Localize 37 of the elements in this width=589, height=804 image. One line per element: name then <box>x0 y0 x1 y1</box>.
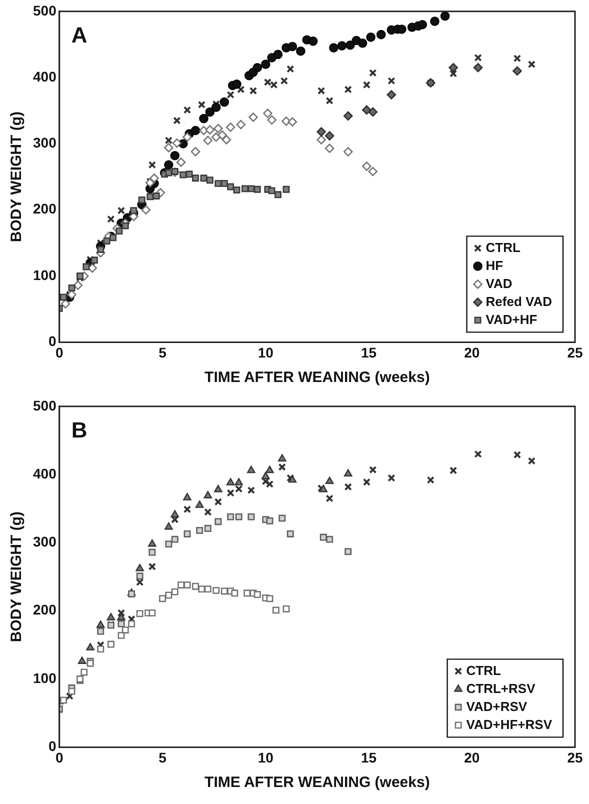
legend-label: CTRL <box>466 662 501 678</box>
y-tick-label: 300 <box>33 134 57 151</box>
x-tick-label: 25 <box>567 749 583 766</box>
y-tick-label: 500 <box>33 2 57 18</box>
legend-label: Refed VAD <box>486 294 552 309</box>
legend-label: VAD+HF <box>486 312 538 327</box>
y-tick-label: 400 <box>33 68 57 84</box>
legend-label: VAD+HF+RSV <box>466 716 552 732</box>
y-tick-label: 200 <box>33 200 57 217</box>
x-axis-title: TIME AFTER WEANING (weeks) <box>204 774 430 792</box>
y-tick-label: 400 <box>33 465 57 482</box>
text: B <box>71 417 88 442</box>
x-tick-label: 10 <box>258 749 274 766</box>
legend-label: VAD <box>486 276 512 291</box>
x-tick-label: 20 <box>464 344 480 360</box>
y-tick-label: 500 <box>33 397 57 414</box>
legend-label: CTRL <box>486 240 521 255</box>
x-tick-label: 15 <box>360 344 377 360</box>
y-tick-label: 100 <box>33 670 57 686</box>
x-tick-label: 5 <box>158 344 167 360</box>
x-tick-label: 10 <box>258 344 274 360</box>
legend-label: CTRL+RSV <box>466 680 536 696</box>
x-tick-label: 20 <box>464 749 480 766</box>
y-axis-title: BODY WEIGHT (g) <box>8 112 26 242</box>
y-tick-label: 300 <box>33 534 57 550</box>
legend-label: VAD+RSV <box>466 698 528 714</box>
text: A <box>71 22 88 48</box>
y-tick-label: 100 <box>33 266 57 283</box>
x-tick-label: 25 <box>567 344 583 360</box>
x-tick-label: 5 <box>158 749 167 766</box>
y-tick-label: 200 <box>33 602 57 618</box>
y-tick-label: 0 <box>48 333 57 350</box>
x-axis-title: TIME AFTER WEANING (weeks) <box>204 369 430 386</box>
x-tick-label: 15 <box>360 749 377 766</box>
y-tick-label: 0 <box>48 738 57 754</box>
y-axis-title: BODY WEIGHT (g) <box>8 512 26 642</box>
legend-label: HF <box>486 258 504 273</box>
